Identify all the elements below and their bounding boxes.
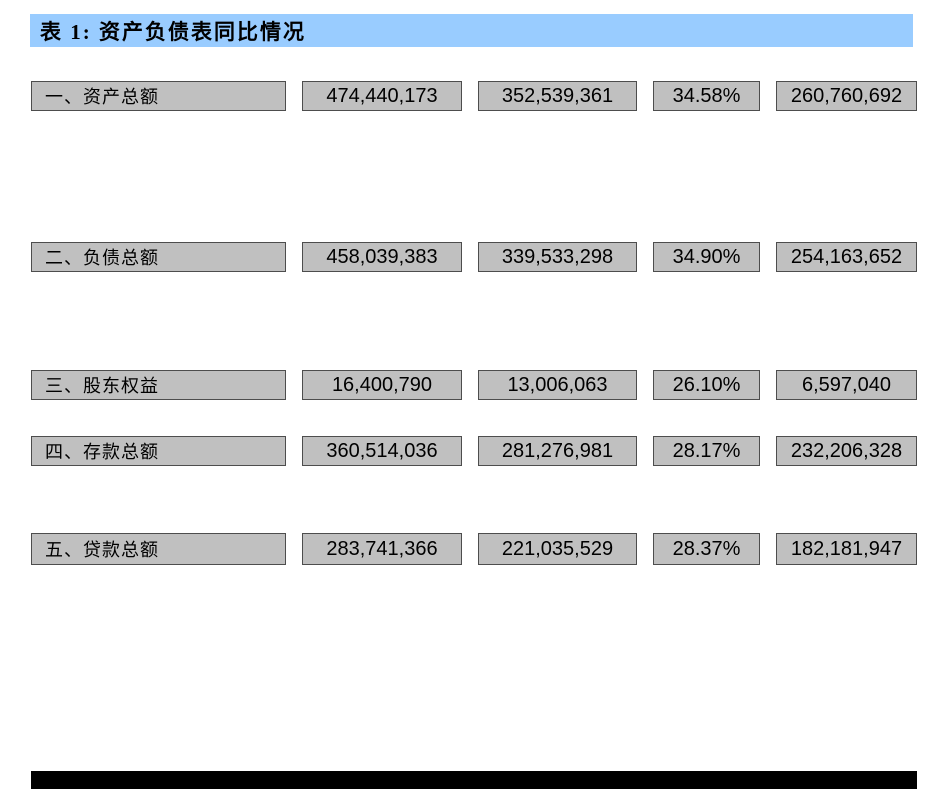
percent-cell: 28.17%: [653, 436, 760, 466]
percent-cell: 34.58%: [653, 81, 760, 111]
value-cell: 254,163,652: [776, 242, 917, 272]
value-cell: 182,181,947: [776, 533, 917, 565]
table-title-bar: 表 1: 资产负债表同比情况: [30, 14, 913, 47]
value-cell: 13,006,063: [478, 370, 637, 400]
table-row: 五、贷款总额 283,741,366 221,035,529 28.37% 18…: [0, 533, 945, 565]
value-cell: 232,206,328: [776, 436, 917, 466]
row-label-cell: 三、股东权益: [31, 370, 286, 400]
value-cell: 260,760,692: [776, 81, 917, 111]
value-cell: 458,039,383: [302, 242, 462, 272]
table-row: 四、存款总额 360,514,036 281,276,981 28.17% 23…: [0, 436, 945, 466]
value-cell: 474,440,173: [302, 81, 462, 111]
table-row: 三、股东权益 16,400,790 13,006,063 26.10% 6,59…: [0, 370, 945, 400]
value-cell: 360,514,036: [302, 436, 462, 466]
value-cell: 221,035,529: [478, 533, 637, 565]
value-cell: 16,400,790: [302, 370, 462, 400]
table-title: 表 1: 资产负债表同比情况: [40, 19, 306, 44]
percent-cell: 26.10%: [653, 370, 760, 400]
percent-cell: 28.37%: [653, 533, 760, 565]
percent-cell: 34.90%: [653, 242, 760, 272]
value-cell: 283,741,366: [302, 533, 462, 565]
value-cell: 339,533,298: [478, 242, 637, 272]
row-label-cell: 二、负债总额: [31, 242, 286, 272]
bottom-divider-bar: [31, 771, 917, 789]
row-label-cell: 四、存款总额: [31, 436, 286, 466]
table-row: 二、负债总额 458,039,383 339,533,298 34.90% 25…: [0, 242, 945, 272]
table-row: 一、资产总额 474,440,173 352,539,361 34.58% 26…: [0, 81, 945, 111]
row-label-cell: 一、资产总额: [31, 81, 286, 111]
value-cell: 6,597,040: [776, 370, 917, 400]
row-label-cell: 五、贷款总额: [31, 533, 286, 565]
value-cell: 352,539,361: [478, 81, 637, 111]
value-cell: 281,276,981: [478, 436, 637, 466]
